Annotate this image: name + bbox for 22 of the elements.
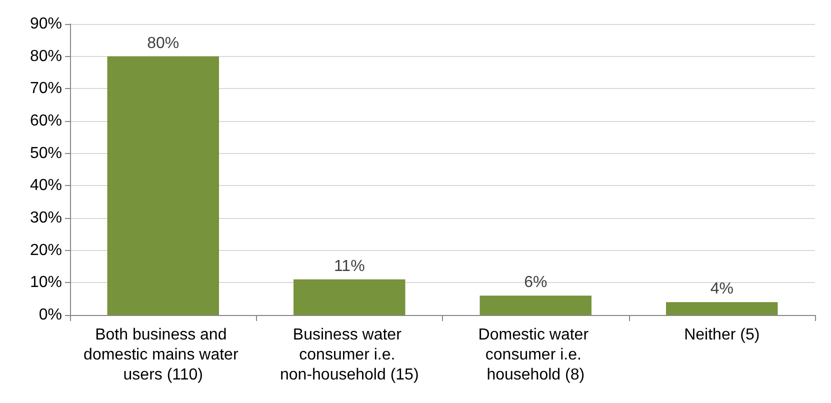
y-tick-label: 70% [30,80,62,98]
x-tick-label: Domestic water consumer i.e. household (8) [478,326,593,384]
y-tick-label: 90% [30,16,62,32]
bar [294,279,406,315]
data-label: 80% [147,34,180,52]
y-tick-label: 0% [38,306,62,324]
y-tick-label: 30% [30,210,62,226]
y-tick-label: 10% [30,274,62,292]
y-tick-label: 40% [30,177,62,194]
y-tick-label: 60% [30,112,62,130]
y-tick-label: 80% [30,48,62,65]
bar [107,56,219,315]
bar [480,296,592,315]
data-label: 11% [334,258,365,275]
x-tick-label: Neither (5) [684,326,760,344]
bar [666,302,778,315]
data-label: 4% [710,280,734,298]
y-tick-label: 50% [30,144,62,162]
x-tick-label: Both business and domestic mains water users (110) [84,326,243,384]
x-tick-label: Business water consumer i.e. non-household (15) [280,326,419,384]
y-tick-label: 20% [30,242,62,259]
data-label: 6% [524,274,548,292]
